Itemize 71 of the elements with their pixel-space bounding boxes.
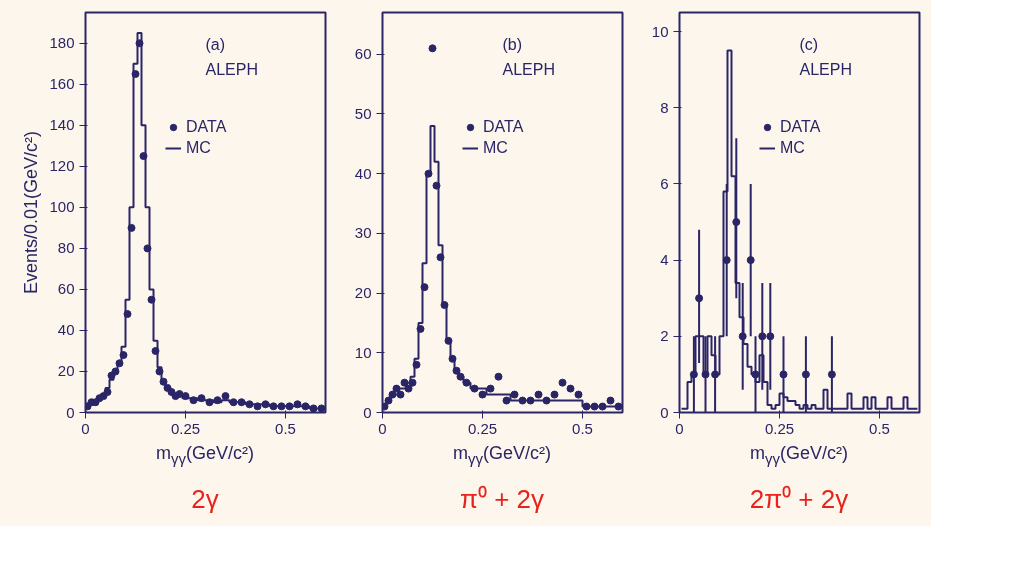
x-tick-label: 0 — [675, 419, 684, 437]
point — [766, 332, 775, 341]
y-tick-label: 20 — [57, 362, 75, 380]
x-tick-label: 0 — [81, 419, 90, 437]
text: ALEPH — [799, 60, 852, 78]
point — [801, 370, 810, 379]
point — [695, 294, 704, 303]
x-tick-label: 0.5 — [275, 419, 296, 437]
x-tick-label: 0 — [378, 419, 387, 437]
point — [550, 390, 559, 399]
y-tick-label: 180 — [49, 34, 75, 52]
x-tick-label: 0.25 — [764, 419, 795, 437]
y-tick-label: 0 — [66, 403, 75, 421]
point — [558, 378, 567, 387]
text: π⁰ + 2γ — [459, 483, 545, 516]
point — [478, 390, 487, 399]
x-tick-label: 0.5 — [869, 419, 890, 437]
point — [827, 370, 836, 379]
text: ALEPH — [502, 60, 555, 78]
y-axis-title: Events/0.01(GeV/c²) — [21, 130, 42, 295]
legend-label: DATA — [186, 118, 227, 136]
x-tick-label: 0.25 — [170, 419, 201, 437]
y-tick-label: 10 — [651, 22, 669, 40]
point — [510, 390, 519, 399]
point — [574, 390, 583, 399]
legend-label: MC — [780, 139, 805, 157]
point — [746, 256, 755, 265]
point — [494, 372, 503, 381]
y-tick-label: 40 — [354, 164, 372, 182]
y-tick-label: 160 — [49, 75, 75, 93]
y-tick-label: 10 — [354, 343, 372, 361]
text: ALEPH — [205, 60, 258, 78]
legend-label: MC — [186, 139, 211, 157]
point — [758, 332, 767, 341]
point — [221, 392, 230, 401]
y-tick-label: 20 — [354, 284, 372, 302]
y-tick-label: 2 — [660, 327, 669, 345]
text: 2γ — [191, 483, 219, 516]
text: (b) — [502, 35, 523, 53]
x-axis-title: m$_{γγ}$(GeV/c²) — [155, 442, 254, 469]
y-tick-label: 120 — [49, 157, 75, 175]
y-tick-label: 50 — [354, 104, 372, 122]
y-tick-label: 100 — [49, 198, 75, 216]
x-axis-title: m$_{γγ}$(GeV/c²) — [452, 442, 551, 469]
legend-label: DATA — [483, 118, 524, 136]
y-tick-label: 140 — [49, 116, 75, 134]
text: (c) — [799, 35, 819, 53]
point — [779, 370, 788, 379]
y-tick-label: 6 — [660, 174, 669, 192]
point — [502, 396, 511, 405]
point — [486, 384, 495, 393]
y-tick-label: 60 — [57, 280, 75, 298]
x-axis-title: m$_{γγ}$(GeV/c²) — [749, 442, 848, 469]
legend-label: DATA — [780, 118, 821, 136]
y-tick-label: 40 — [57, 321, 75, 339]
point — [534, 390, 543, 399]
y-tick-label: 0 — [660, 403, 669, 421]
x-tick-label: 0.5 — [572, 419, 593, 437]
point — [566, 384, 575, 393]
point — [428, 44, 437, 53]
point — [606, 396, 615, 405]
x-tick-label: 0.25 — [467, 419, 498, 437]
y-tick-label: 60 — [354, 45, 372, 63]
legend-label: MC — [483, 139, 508, 157]
text: 2π⁰ + 2γ — [749, 483, 849, 516]
y-tick-label: 80 — [57, 239, 75, 257]
y-tick-label: 4 — [660, 251, 669, 269]
text: (a) — [205, 35, 226, 53]
y-tick-label: 8 — [660, 98, 669, 116]
y-tick-label: 30 — [354, 224, 372, 242]
y-tick-label: 0 — [363, 403, 372, 421]
